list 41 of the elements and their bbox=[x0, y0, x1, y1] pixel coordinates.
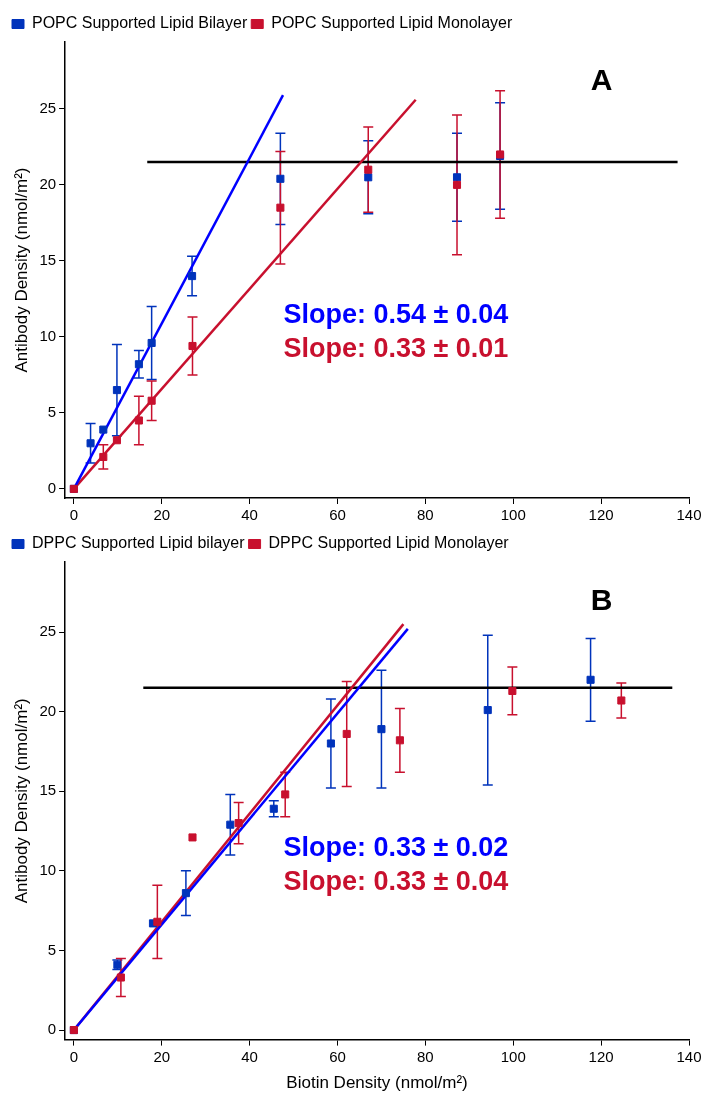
annotation: B bbox=[590, 583, 613, 617]
y-tick-label: 15 bbox=[39, 781, 57, 799]
y-tick-label: 5 bbox=[47, 940, 57, 958]
x-tick-label: 60 bbox=[329, 506, 346, 524]
y-tick-label: 25 bbox=[39, 99, 57, 117]
y-tick-label: 20 bbox=[39, 175, 57, 193]
legend-label: DPPC Supported Lipid bilayer bbox=[32, 534, 246, 552]
x-tick-label: 20 bbox=[153, 506, 171, 524]
y-tick-label: 10 bbox=[39, 860, 57, 878]
y-tick-label: 15 bbox=[39, 251, 57, 269]
x-tick-label: 120 bbox=[588, 506, 614, 524]
x-axis-title: Biotin Density (nmol/m²) bbox=[286, 1073, 468, 1093]
y-tick-label: 20 bbox=[39, 701, 57, 719]
x-tick-label: 40 bbox=[241, 1047, 258, 1065]
x-tick-label: 80 bbox=[417, 1047, 434, 1065]
annotation: Slope: 0.33 ± 0.04 bbox=[283, 866, 509, 897]
y-axis-title: Antibody Density (nmol/m²) bbox=[11, 698, 31, 904]
x-tick-label: 0 bbox=[69, 506, 79, 524]
x-tick-label: 100 bbox=[500, 506, 526, 524]
y-tick-label: 25 bbox=[39, 622, 57, 640]
annotation: Slope: 0.33 ± 0.02 bbox=[283, 832, 509, 863]
y-tick-label: 0 bbox=[47, 1020, 57, 1038]
annotation: Slope: 0.54 ± 0.04 bbox=[283, 299, 509, 330]
annotation: Slope: 0.33 ± 0.01 bbox=[283, 333, 509, 364]
y-tick-label: 0 bbox=[47, 479, 57, 497]
x-tick-label: 100 bbox=[500, 1047, 526, 1065]
annotation: A bbox=[590, 63, 613, 97]
y-axis-title: Antibody Density (nmol/m²) bbox=[11, 167, 31, 373]
y-tick-label: 10 bbox=[39, 327, 57, 345]
x-tick-label: 80 bbox=[417, 506, 434, 524]
legend-label: DPPC Supported Lipid Monolayer bbox=[268, 534, 510, 552]
x-tick-label: 20 bbox=[153, 1047, 171, 1065]
y-tick-label: 5 bbox=[47, 403, 57, 421]
x-tick-label: 0 bbox=[69, 1047, 79, 1065]
x-tick-label: 40 bbox=[241, 506, 258, 524]
x-tick-label: 120 bbox=[588, 1047, 614, 1065]
x-tick-label: 140 bbox=[676, 506, 702, 524]
x-tick-label: 60 bbox=[329, 1047, 346, 1065]
legend-label: POPC Supported Lipid Bilayer bbox=[32, 14, 248, 32]
legend-label: POPC Supported Lipid Monolayer bbox=[271, 14, 513, 32]
x-tick-label: 140 bbox=[676, 1047, 702, 1065]
